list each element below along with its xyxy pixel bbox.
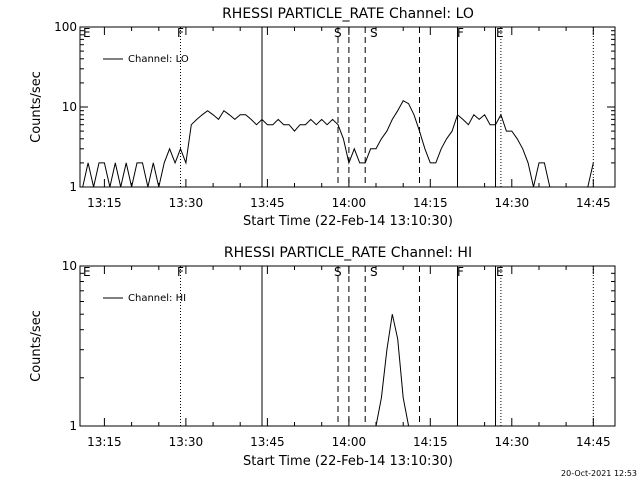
flag-label: F (177, 26, 184, 40)
legend-label: Channel: HI (128, 293, 186, 304)
y-axis-label: Counts/sec (29, 310, 44, 382)
flag-label: F (177, 265, 184, 279)
x-tick-label: 13:30 (169, 435, 204, 449)
legend: Channel: HI (103, 293, 186, 304)
x-tick-label: 13:15 (87, 196, 122, 210)
x-tick-group: 13:15 13:30 13:45 14:00 14:15 14:30 14:45 (87, 27, 611, 210)
x-axis-label: Start Time (22-Feb-14 13:10:30) (243, 454, 453, 469)
timestamp: 20-Oct-2021 12:53 (561, 469, 637, 478)
vline-group (180, 266, 594, 426)
chart-title: RHESSI PARTICLE_RATE Channel: LO (222, 6, 474, 22)
flag-label: F (457, 26, 464, 40)
x-tick-label: 13:45 (250, 435, 285, 449)
vline-group (180, 27, 594, 187)
legend-label: Channel: LO (128, 54, 189, 65)
x-tick-label: 14:30 (495, 435, 530, 449)
flag-label: S (334, 26, 342, 40)
x-tick-label: 14:15 (413, 435, 448, 449)
x-tick-label: 14:45 (576, 196, 611, 210)
series-line (375, 314, 410, 427)
flag-label: S (334, 265, 342, 279)
x-tick-label: 13:45 (250, 196, 285, 210)
x-axis-label: Start Time (22-Feb-14 13:10:30) (243, 214, 453, 229)
plot-frame (79, 265, 616, 427)
x-tick-label: 14:30 (495, 196, 530, 210)
x-tick-label: 14:00 (332, 435, 367, 449)
flag-label: F (457, 265, 464, 279)
plot-frame (79, 26, 616, 188)
y-tick-label: 10 (62, 100, 77, 114)
y-tick-label: 10 (62, 259, 77, 273)
flag-label: E (496, 265, 504, 279)
y-tick-label: 1 (69, 180, 77, 194)
chart-title: RHESSI PARTICLE_RATE Channel: HI (224, 245, 472, 261)
x-tick-label: 14:45 (576, 435, 611, 449)
flag-label: E (83, 265, 91, 279)
x-tick-label: 13:15 (87, 435, 122, 449)
x-tick-label: 14:00 (332, 196, 367, 210)
series-line (82, 100, 594, 188)
x-tick-group: 13:15 13:30 13:45 14:00 14:15 14:30 14:45 (87, 266, 611, 449)
y-axis-label: Counts/sec (29, 71, 44, 143)
flag-label: E (496, 26, 504, 40)
x-tick-label: 13:30 (169, 196, 204, 210)
flag-label: E (83, 26, 91, 40)
legend: Channel: LO (103, 54, 189, 65)
flag-label: S (370, 26, 378, 40)
y-tick-group: 1 10 (62, 259, 615, 433)
y-tick-group: 1 10 100 (54, 20, 615, 194)
x-tick-label: 14:15 (413, 196, 448, 210)
y-tick-label: 100 (54, 20, 77, 34)
y-tick-label: 1 (69, 419, 77, 433)
flag-label: S (370, 265, 378, 279)
